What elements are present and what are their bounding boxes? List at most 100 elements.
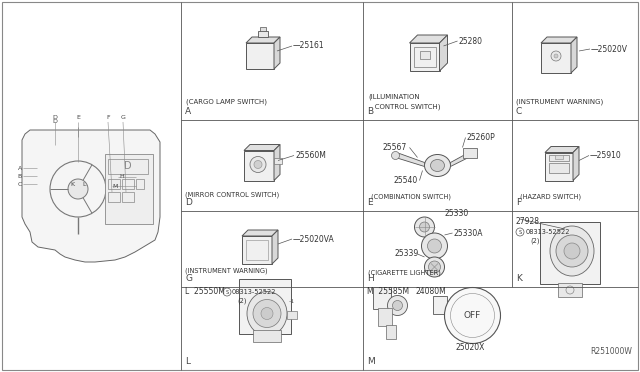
- Circle shape: [422, 233, 447, 259]
- Bar: [549, 163, 569, 173]
- Text: (2): (2): [530, 238, 540, 244]
- Circle shape: [556, 235, 588, 267]
- Circle shape: [424, 257, 445, 277]
- Text: R251000W: R251000W: [590, 347, 632, 356]
- Text: 25020X: 25020X: [456, 343, 485, 353]
- Text: -1: -1: [289, 299, 295, 304]
- Bar: [378, 308, 392, 326]
- Ellipse shape: [424, 154, 451, 176]
- Bar: [372, 286, 390, 308]
- Bar: [555, 154, 563, 158]
- Bar: [419, 51, 429, 59]
- Text: K: K: [70, 182, 74, 186]
- Bar: [549, 154, 569, 160]
- Bar: [105, 154, 153, 224]
- Bar: [253, 330, 281, 341]
- Text: D: D: [52, 119, 58, 124]
- Polygon shape: [246, 37, 280, 43]
- Text: —25910: —25910: [590, 151, 621, 160]
- Bar: [122, 192, 134, 202]
- Circle shape: [564, 243, 580, 259]
- Text: 27928: 27928: [516, 217, 540, 225]
- Polygon shape: [242, 230, 278, 236]
- Circle shape: [516, 228, 524, 236]
- Polygon shape: [571, 37, 577, 73]
- Text: L  25550M: L 25550M: [185, 288, 225, 296]
- Text: 08313-52522: 08313-52522: [232, 289, 276, 295]
- Text: (HAZARD SWITCH): (HAZARD SWITCH): [520, 194, 581, 200]
- Circle shape: [223, 288, 231, 296]
- Text: (INSTRUMENT WARNING): (INSTRUMENT WARNING): [185, 268, 268, 274]
- Text: 25339: 25339: [394, 250, 419, 259]
- Circle shape: [387, 295, 408, 315]
- Bar: [246, 43, 274, 69]
- Bar: [122, 179, 134, 189]
- Polygon shape: [274, 144, 280, 180]
- Text: D: D: [185, 198, 192, 207]
- Text: M: M: [367, 357, 375, 366]
- Polygon shape: [274, 37, 280, 69]
- Circle shape: [392, 301, 403, 311]
- Text: F: F: [516, 198, 521, 207]
- Bar: [540, 222, 600, 284]
- Circle shape: [254, 160, 262, 169]
- Circle shape: [551, 51, 561, 61]
- Ellipse shape: [550, 226, 594, 276]
- Bar: [463, 148, 477, 157]
- Circle shape: [250, 157, 266, 173]
- Bar: [541, 43, 571, 73]
- Text: K: K: [516, 274, 522, 283]
- Ellipse shape: [247, 292, 287, 336]
- Polygon shape: [410, 35, 447, 43]
- Bar: [239, 279, 291, 334]
- Circle shape: [68, 179, 88, 199]
- Text: C: C: [18, 182, 22, 186]
- Polygon shape: [573, 147, 579, 180]
- Text: (CARGO LAMP SWITCH): (CARGO LAMP SWITCH): [186, 99, 267, 105]
- Text: F: F: [106, 115, 110, 120]
- Bar: [108, 179, 120, 189]
- Text: H: H: [119, 174, 124, 180]
- Polygon shape: [451, 151, 472, 167]
- Text: (ILLUMINATION: (ILLUMINATION: [368, 94, 420, 100]
- Text: D: D: [124, 161, 132, 171]
- Bar: [385, 324, 396, 339]
- Bar: [410, 43, 440, 71]
- Text: CONTROL SWITCH): CONTROL SWITCH): [368, 104, 440, 110]
- Polygon shape: [22, 130, 160, 262]
- Text: 08313-52522: 08313-52522: [526, 229, 570, 235]
- Text: B: B: [367, 107, 373, 116]
- Bar: [287, 311, 297, 318]
- Text: G: G: [120, 115, 125, 120]
- Text: (2): (2): [237, 298, 246, 304]
- Text: A: A: [18, 166, 22, 170]
- Circle shape: [428, 239, 442, 253]
- Bar: [558, 283, 582, 297]
- Text: C: C: [516, 107, 522, 116]
- Text: —25020VA: —25020VA: [293, 234, 335, 244]
- Text: L: L: [82, 182, 86, 186]
- Text: —25020V: —25020V: [591, 45, 628, 54]
- Text: A: A: [185, 107, 191, 116]
- Circle shape: [392, 151, 399, 160]
- Circle shape: [253, 299, 281, 327]
- Bar: [242, 236, 272, 264]
- Text: 25260P: 25260P: [467, 133, 495, 142]
- Polygon shape: [396, 154, 424, 167]
- Ellipse shape: [431, 160, 445, 171]
- Text: 24080M: 24080M: [415, 288, 445, 296]
- Text: (MIRROR CONTROL SWITCH): (MIRROR CONTROL SWITCH): [185, 192, 279, 198]
- Bar: [244, 151, 274, 180]
- Text: L: L: [185, 357, 190, 366]
- Bar: [136, 179, 144, 189]
- Polygon shape: [541, 37, 577, 43]
- Text: OFF: OFF: [464, 311, 481, 320]
- Polygon shape: [440, 35, 447, 71]
- Text: M: M: [112, 183, 117, 189]
- Text: 25280: 25280: [458, 36, 483, 45]
- Text: 25540: 25540: [394, 176, 418, 185]
- Bar: [433, 295, 447, 314]
- Polygon shape: [244, 144, 280, 151]
- Circle shape: [419, 222, 429, 232]
- Text: 25330A: 25330A: [454, 228, 483, 237]
